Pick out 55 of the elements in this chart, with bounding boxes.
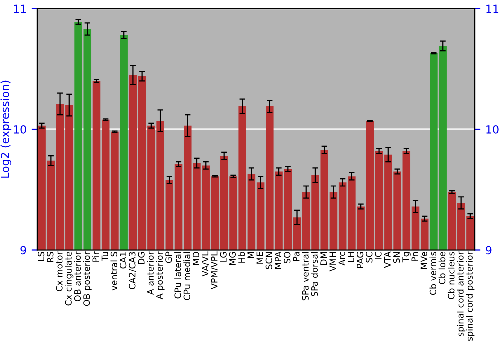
x-tick-label: Cb vermis	[430, 252, 437, 296]
y-axis-title: Log2 (expression)	[0, 80, 12, 178]
x-tick-label: VTA	[384, 252, 391, 268]
x-tick-label: CA2/CA3	[129, 252, 136, 290]
x-tick-label: Arc	[338, 252, 346, 266]
x-tick-label: VMH	[330, 252, 336, 272]
x-tick-label: Cb lobe	[438, 252, 446, 284]
x-tick-label: SN	[393, 252, 400, 264]
x-tick-label: Cb nucleus	[448, 252, 455, 300]
x-tick-label: LS	[38, 252, 45, 262]
y2-tick-label: 9	[486, 246, 492, 255]
x-tick-label: MPA	[275, 252, 282, 270]
y2-tick-label: 11	[486, 4, 499, 13]
x-tick-label: SPa ventral	[302, 252, 309, 301]
y2-tick-label: 10	[486, 125, 499, 134]
x-tick-label: VA/VL	[202, 252, 210, 277]
x-tick-label: Pa	[293, 252, 300, 262]
x-tick-label: SO	[284, 252, 291, 264]
x-tick-label: A anterior	[147, 252, 154, 296]
x-tick-label: M	[248, 252, 254, 258]
x-tick-label: Cx cingulate	[65, 252, 74, 306]
x-tick-label: SCN	[266, 252, 272, 270]
x-tick-label: MG	[229, 252, 236, 266]
x-tick-label: DM	[320, 252, 328, 266]
y-tick-label: 11	[14, 4, 26, 13]
x-tick-label: DG	[138, 252, 145, 264]
x-tick-label: CA1	[120, 252, 127, 269]
x-tick-label: MVe	[420, 252, 428, 270]
x-tick-label: SC	[366, 252, 373, 263]
x-tick-label: spinal cord anterior	[457, 252, 466, 336]
x-tick-label: MD	[193, 252, 200, 266]
x-tick-label: OB anterior	[74, 252, 82, 302]
x-tick-label: CPu lateral	[174, 252, 182, 299]
x-tick-label: SPa dorsal	[311, 252, 318, 296]
y-tick-label: 10	[14, 125, 26, 134]
x-tick-label: GP	[166, 252, 172, 264]
x-tick-label: IC	[375, 252, 382, 260]
y-tick-label: 9	[20, 246, 26, 255]
x-tick-label: A posterior	[156, 252, 165, 300]
x-tick-label: Pn	[412, 252, 418, 262]
x-tick-label: RS	[47, 252, 54, 262]
x-tick-label: spinal cord posterior	[466, 252, 475, 342]
x-tick-label: OB posterior	[83, 252, 92, 306]
x-tick-label: LG	[220, 252, 227, 262]
x-tick-label: VPM/VPL	[211, 252, 218, 290]
x-tick-label: ventral S	[110, 252, 118, 291]
x-tick-label: Hb	[238, 252, 246, 263]
x-tick-label: CPu medial	[184, 252, 190, 300]
x-tick-label: ME	[256, 252, 264, 264]
x-tick-label: PAG	[356, 252, 364, 268]
x-tick-label: Pir	[92, 252, 100, 262]
x-tick-label: Cx motor	[56, 252, 63, 292]
x-tick-label: LH	[348, 252, 354, 262]
x-tick-label: Tu	[102, 252, 108, 262]
x-tick-label: Tg	[402, 252, 411, 263]
